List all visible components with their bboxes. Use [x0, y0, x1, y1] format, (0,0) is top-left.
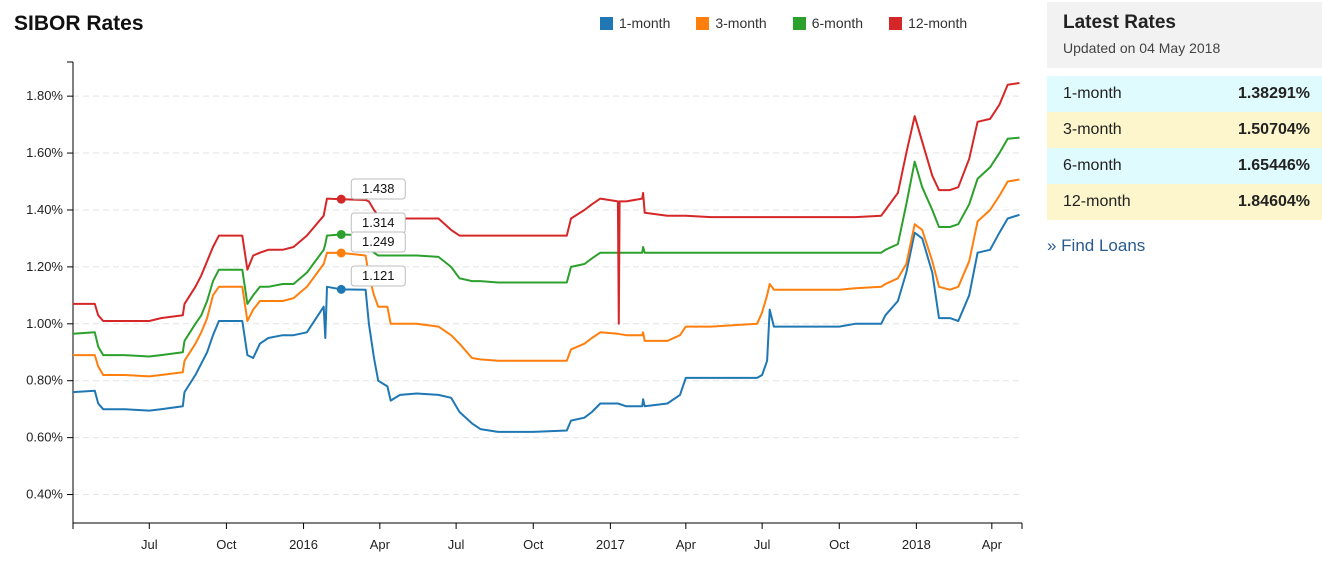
x-tick-label: Oct: [216, 537, 237, 552]
tooltip-value: 1.249: [362, 234, 395, 249]
rate-value: 1.65446%: [1237, 157, 1310, 174]
legend-label: 6-month: [811, 15, 864, 31]
find-loans-link[interactable]: » Find Loans: [1047, 236, 1146, 255]
x-tick-label: 2016: [289, 537, 318, 552]
legend-label: 1-month: [619, 15, 671, 31]
rate-row-6-month: 6-month 1.65446%: [1047, 148, 1322, 184]
rate-tenor: 6-month: [1063, 157, 1122, 174]
x-tick-label: Apr: [676, 537, 697, 552]
tooltip-box: [350, 265, 406, 287]
legend-swatch: [792, 16, 806, 30]
tooltip-marker: [336, 194, 346, 204]
x-tick-label: Apr: [982, 537, 1003, 552]
y-tick-label: 0.80%: [26, 373, 63, 388]
x-tick-label: 2018: [902, 537, 931, 552]
chart-legend: 1-month 3-month 6-month 12-month: [600, 15, 967, 31]
legend-item-1-month[interactable]: 1-month: [600, 15, 670, 31]
legend-label: 12-month: [908, 15, 968, 31]
legend-label: 3-month: [715, 15, 767, 31]
series-line-12-month: [73, 82, 1020, 325]
y-tick-label: 1.00%: [26, 316, 63, 331]
line-chart[interactable]: 0.40% 0.60% 0.80% 1.00% 1.20% 1.40% 1.60% 1.80%…: [0, 0, 1040, 569]
tooltip-box: [350, 231, 406, 253]
tooltip-marker: [336, 284, 346, 294]
rate-value: 1.84604%: [1237, 193, 1310, 210]
rate-value: 1.50704%: [1237, 121, 1310, 138]
x-tick-label: Jul: [141, 537, 158, 552]
gridlines: [73, 95, 1022, 496]
y-tick-label: 0.40%: [26, 487, 63, 502]
tooltip-marker: [336, 229, 346, 239]
legend-swatch: [696, 16, 710, 30]
x-tick-label: Oct: [829, 537, 850, 552]
series-line-6-month: [72, 136, 1020, 358]
updated-date: Updated on 04 May 2018: [1063, 40, 1221, 56]
legend-swatch: [889, 16, 903, 30]
series-lines: [72, 82, 1020, 433]
tooltip-value: 1.121: [362, 268, 395, 283]
tooltip-box: [350, 178, 406, 200]
y-tick-label: 1.60%: [26, 145, 63, 160]
latest-rates-panel: Latest Rates Updated on 04 May 2018 1-mo…: [1047, 2, 1322, 256]
legend-item-12-month[interactable]: 12-month: [889, 15, 967, 31]
x-tick-label: Jul: [448, 537, 465, 552]
x-tick-label: 2017: [596, 537, 625, 552]
series-line-1-month: [72, 213, 1020, 433]
panel-title: Latest Rates: [1063, 12, 1176, 33]
tooltip-value: 1.314: [362, 215, 395, 230]
rates-table: 1-month 1.38291% 3-month 1.50704% 6-mont…: [1047, 76, 1322, 220]
series-line-3-month: [73, 178, 1020, 378]
axes: 0.40% 0.60% 0.80% 1.00% 1.20% 1.40% 1.60% 1.80%…: [26, 61, 1023, 552]
rate-row-3-month: 3-month 1.50704%: [1047, 112, 1322, 148]
rate-tenor: 1-month: [1063, 85, 1122, 102]
y-tick-label: 1.40%: [26, 202, 63, 217]
y-tick-label: 0.60%: [26, 430, 63, 445]
legend-item-3-month[interactable]: 3-month: [696, 15, 767, 31]
x-tick-label: Jul: [754, 537, 771, 552]
chart-title: SIBOR Rates: [14, 12, 144, 35]
y-tick-label: 1.20%: [26, 259, 63, 274]
rate-value: 1.38291%: [1237, 85, 1310, 102]
panel-header: Latest Rates Updated on 04 May 2018: [1047, 2, 1322, 68]
y-tick-label: 1.80%: [26, 88, 63, 103]
rate-tenor: 3-month: [1063, 121, 1122, 138]
rate-row-1-month: 1-month 1.38291%: [1047, 76, 1322, 112]
tooltip-value: 1.438: [362, 181, 395, 196]
rate-tenor: 12-month: [1063, 193, 1131, 210]
rate-row-12-month: 12-month 1.84604%: [1047, 184, 1322, 220]
x-tick-label: Oct: [523, 537, 544, 552]
tooltips: 1.438 1.314 1.249 1.121: [336, 178, 406, 294]
legend-swatch: [600, 16, 613, 30]
x-tick-label: Apr: [370, 537, 391, 552]
legend-item-6-month[interactable]: 6-month: [792, 15, 864, 31]
tooltip-marker: [336, 248, 346, 258]
